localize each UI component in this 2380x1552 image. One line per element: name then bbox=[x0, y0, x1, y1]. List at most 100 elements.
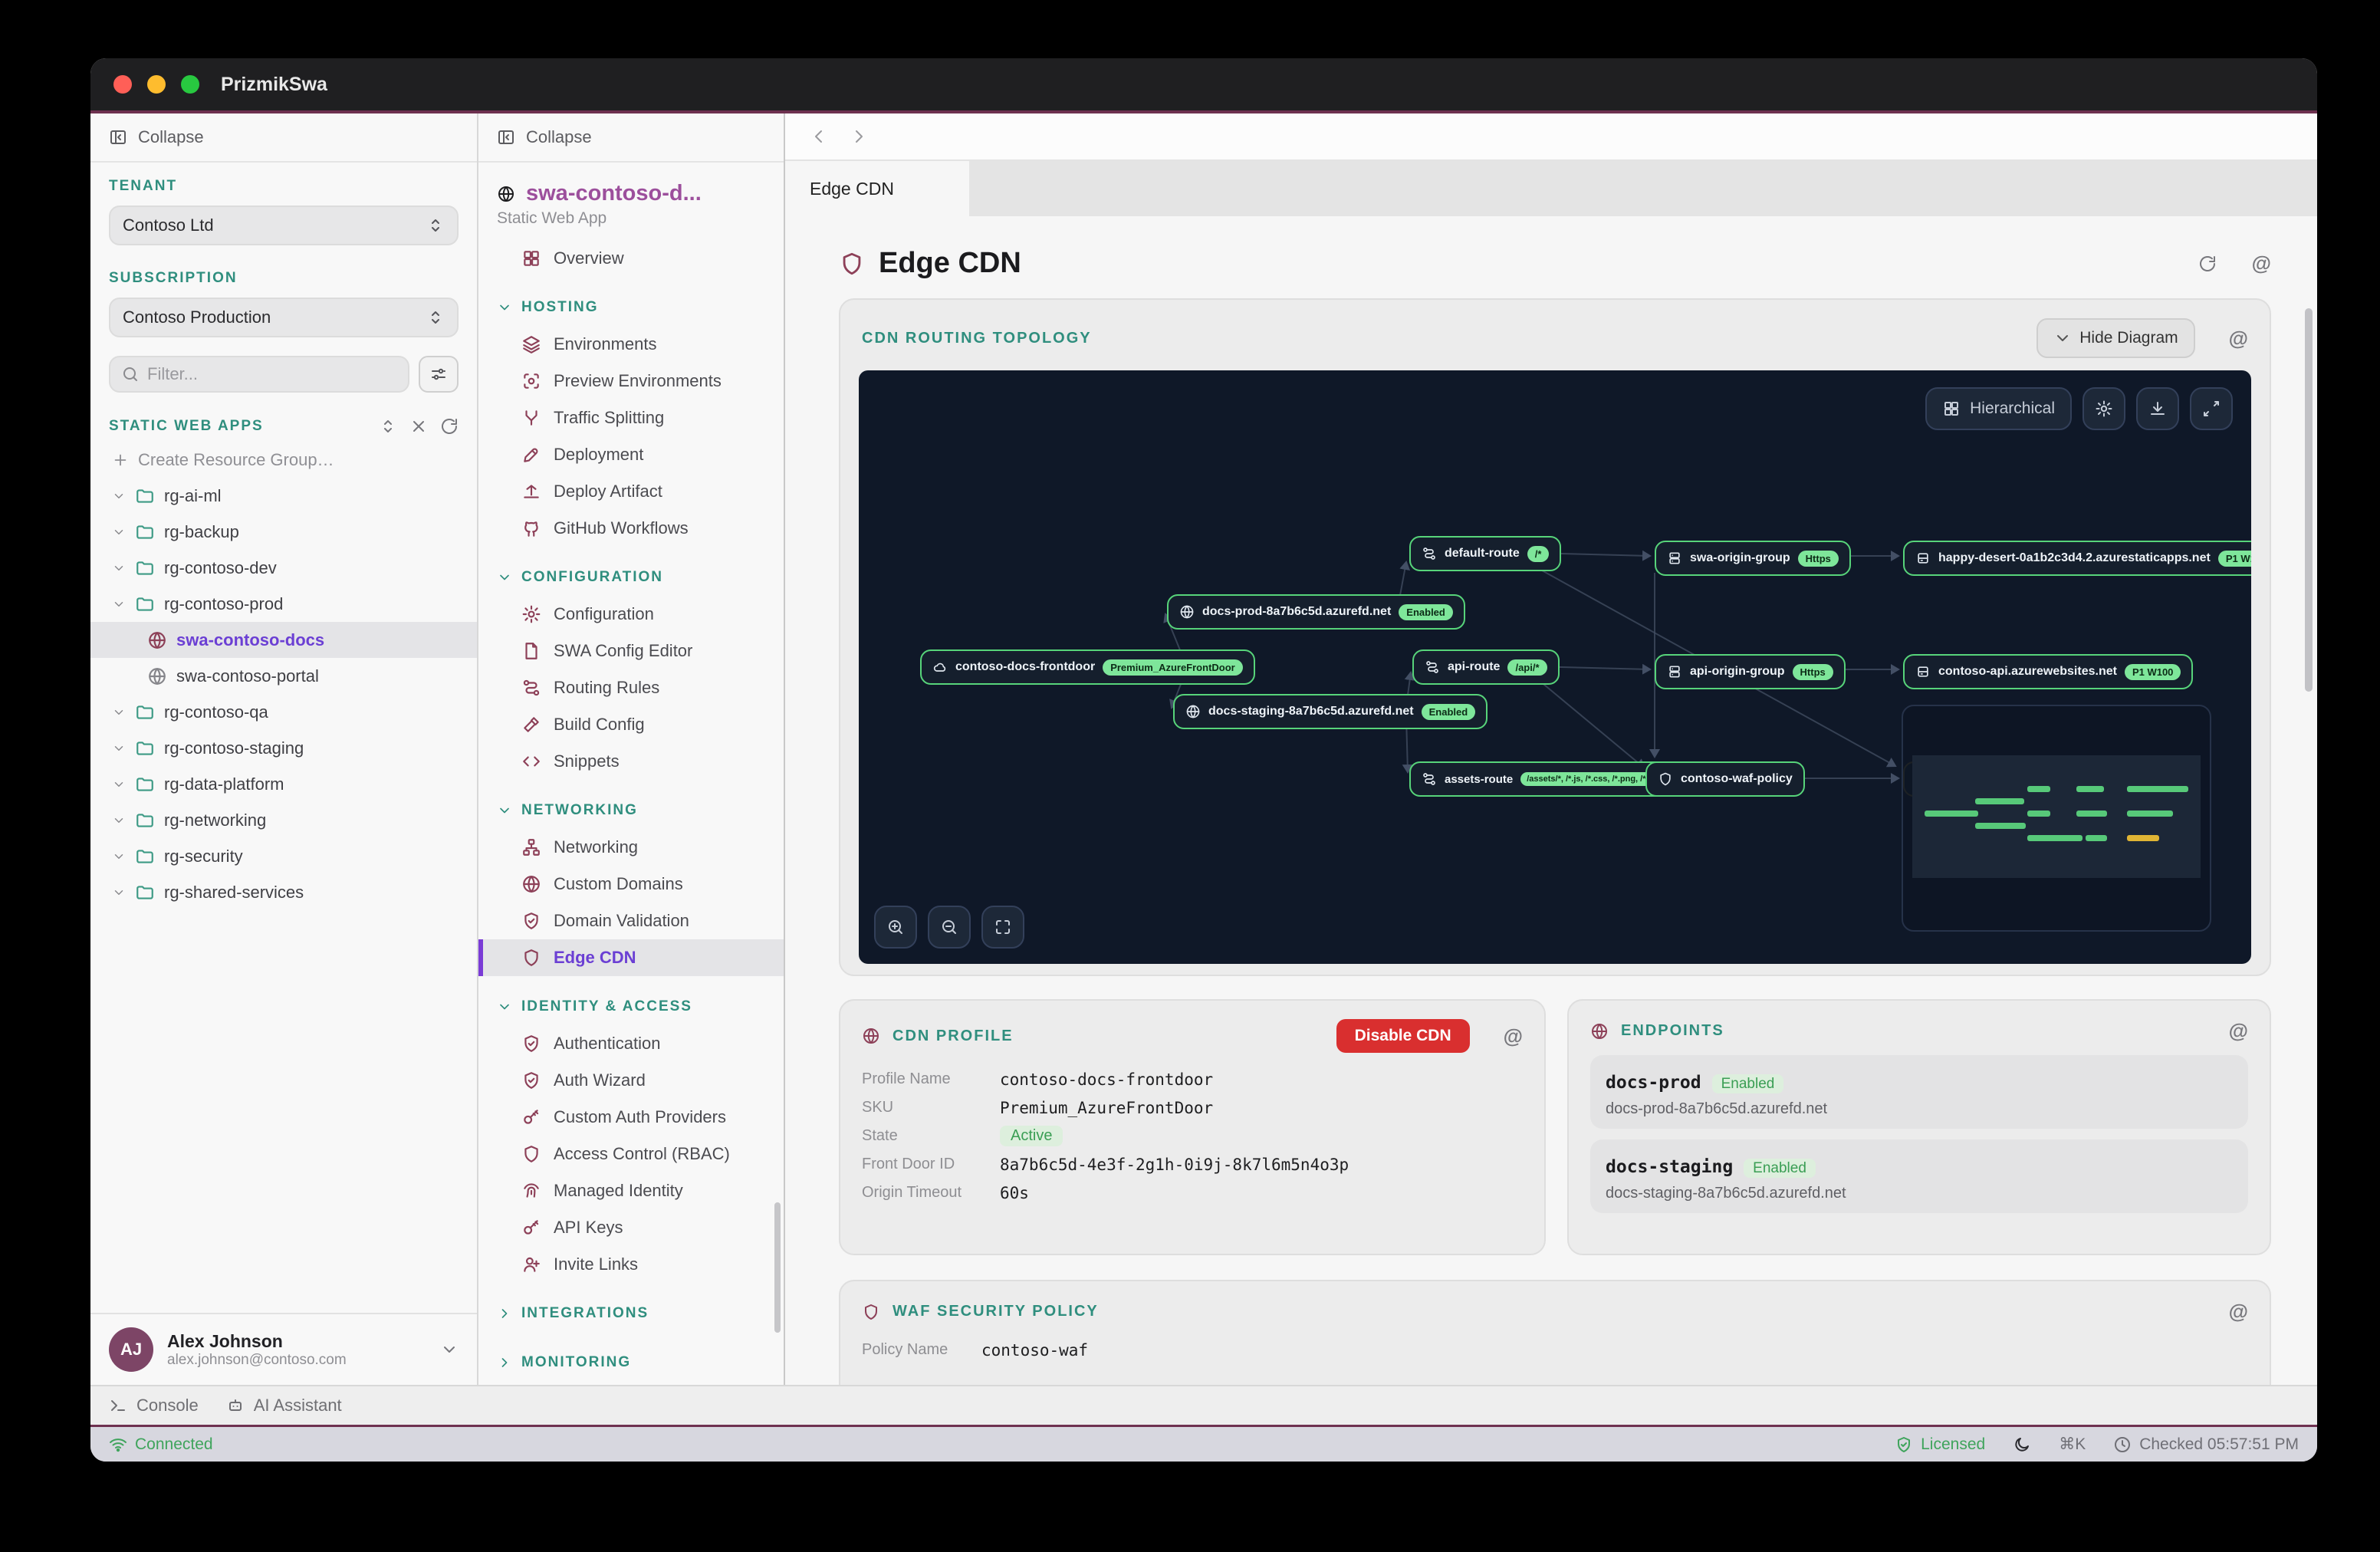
tab-edge-cdn[interactable]: Edge CDN bbox=[785, 161, 969, 216]
tree-group-rg-ai-ml[interactable]: rg-ai-ml bbox=[90, 478, 477, 514]
subscription-select[interactable]: Contoso Production bbox=[109, 298, 459, 337]
tree-group-rg-networking[interactable]: rg-networking bbox=[90, 802, 477, 838]
file-icon bbox=[521, 641, 541, 661]
nav-item-deployment[interactable]: Deployment bbox=[478, 436, 784, 473]
topology-node-docs-staging-8a7b6c5d.azurefd.net[interactable]: docs-staging-8a7b6c5d.azurefd.net Enabled bbox=[1173, 694, 1488, 729]
nav-item-edge-cdn[interactable]: Edge CDN bbox=[478, 939, 784, 976]
refresh-tree-button[interactable] bbox=[440, 417, 459, 436]
topology-canvas[interactable]: Hierarchical bbox=[859, 370, 2251, 964]
nav-item-domain-validation[interactable]: Domain Validation bbox=[478, 903, 784, 939]
mention-button[interactable]: @ bbox=[2228, 1019, 2248, 1042]
nav-item-deploy-artifact[interactable]: Deploy Artifact bbox=[478, 473, 784, 510]
diagram-settings-button[interactable] bbox=[2082, 387, 2125, 430]
mention-button[interactable]: @ bbox=[2228, 326, 2248, 350]
nav-item-build-config[interactable]: Build Config bbox=[478, 706, 784, 743]
tree-group-rg-contoso-staging[interactable]: rg-contoso-staging bbox=[90, 730, 477, 766]
nav-scrollbar[interactable] bbox=[774, 1202, 781, 1333]
topology-node-contoso-docs-frontdoor[interactable]: contoso-docs-frontdoor Premium_AzureFront… bbox=[920, 649, 1255, 685]
nav-item-access-control-rbac-[interactable]: Access Control (RBAC) bbox=[478, 1136, 784, 1172]
back-button[interactable] bbox=[810, 127, 828, 146]
fit-view-button[interactable] bbox=[981, 906, 1024, 949]
nav-section-configuration[interactable]: CONFIGURATION bbox=[478, 559, 784, 596]
nav-section-identity-access[interactable]: IDENTITY & ACCESS bbox=[478, 988, 784, 1025]
minimap[interactable] bbox=[1902, 705, 2211, 932]
command-palette-shortcut[interactable]: ⌘K bbox=[2059, 1435, 2086, 1453]
topology-node-assets-route[interactable]: assets-route/assets/*, /*.js, /*.css, /*… bbox=[1409, 761, 1681, 797]
nav-item-managed-identity[interactable]: Managed Identity bbox=[478, 1172, 784, 1209]
endpoint-item-docs-prod[interactable]: docs-prod Enabled docs-prod-8a7b6c5d.azure… bbox=[1590, 1055, 2248, 1129]
tree-app-swa-contoso-portal[interactable]: swa-contoso-portal bbox=[90, 658, 477, 694]
fullscreen-button[interactable] bbox=[2190, 387, 2233, 430]
tree-app-swa-contoso-docs[interactable]: swa-contoso-docs bbox=[90, 622, 477, 658]
zoom-in-button[interactable] bbox=[874, 906, 917, 949]
tree-group-rg-contoso-prod[interactable]: rg-contoso-prod bbox=[90, 586, 477, 622]
nav-item-github-workflows[interactable]: GitHub Workflows bbox=[478, 510, 784, 547]
nav-section-hosting[interactable]: HOSTING bbox=[478, 289, 784, 326]
user-menu[interactable]: AJ Alex Johnson alex.johnson@contoso.com bbox=[90, 1313, 477, 1385]
forward-button[interactable] bbox=[850, 127, 868, 146]
mention-button[interactable]: @ bbox=[2228, 1300, 2248, 1323]
nav-item-authentication[interactable]: Authentication bbox=[478, 1025, 784, 1062]
resource-sidebar-collapse-button[interactable]: Collapse bbox=[90, 113, 477, 163]
nav-item-configuration[interactable]: Configuration bbox=[478, 596, 784, 633]
tree-group-rg-contoso-qa[interactable]: rg-contoso-qa bbox=[90, 694, 477, 730]
hide-diagram-button[interactable]: Hide Diagram bbox=[2036, 318, 2195, 358]
tree-group-rg-shared-services[interactable]: rg-shared-services bbox=[90, 874, 477, 910]
node-badge: Https bbox=[1797, 550, 1839, 567]
disable-cdn-button[interactable]: Disable CDN bbox=[1336, 1019, 1470, 1053]
topology-node-happy-desert-0a1b2c3d4.2.azurestaticapps.net[interactable]: happy-desert-0a1b2c3d4.2.azurestaticapps… bbox=[1903, 541, 2251, 576]
content-scrollbar[interactable] bbox=[2305, 308, 2313, 692]
zoom-window-button[interactable] bbox=[181, 75, 199, 94]
nav-item-environments[interactable]: Environments bbox=[478, 326, 784, 363]
mention-button[interactable]: @ bbox=[2251, 252, 2271, 275]
layout-mode-button[interactable]: Hierarchical bbox=[1925, 387, 2072, 430]
ai-assistant-button[interactable]: AI Assistant bbox=[226, 1396, 342, 1416]
topology-node-default-route[interactable]: default-route/* bbox=[1409, 536, 1562, 571]
filter-input[interactable]: Filter... bbox=[109, 356, 409, 393]
tenant-select[interactable]: Contoso Ltd bbox=[109, 206, 459, 245]
tree-group-rg-data-platform[interactable]: rg-data-platform bbox=[90, 766, 477, 802]
filter-options-button[interactable] bbox=[419, 356, 459, 393]
tree-group-rg-security[interactable]: rg-security bbox=[90, 838, 477, 874]
nav-section-monitoring[interactable]: MONITORING bbox=[478, 1344, 784, 1381]
nav-section-integrations[interactable]: INTEGRATIONS bbox=[478, 1295, 784, 1332]
download-diagram-button[interactable] bbox=[2136, 387, 2179, 430]
nav-item-traffic-splitting[interactable]: Traffic Splitting bbox=[478, 400, 784, 436]
nav-item-networking[interactable]: Networking bbox=[478, 829, 784, 866]
close-window-button[interactable] bbox=[113, 75, 132, 94]
create-resource-group-button[interactable]: Create Resource Group… bbox=[90, 442, 477, 478]
profile-field-value: contoso-docs-frontdoor bbox=[1000, 1070, 1214, 1089]
nav-item-custom-auth-providers[interactable]: Custom Auth Providers bbox=[478, 1099, 784, 1136]
tree-icon bbox=[521, 837, 541, 857]
mention-button[interactable]: @ bbox=[1503, 1024, 1523, 1047]
nav-item-api-keys[interactable]: API Keys bbox=[478, 1209, 784, 1246]
topology-node-docs-prod-8a7b6c5d.azurefd.net[interactable]: docs-prod-8a7b6c5d.azurefd.net Enabled bbox=[1167, 594, 1465, 630]
nav-section-networking[interactable]: NETWORKING bbox=[478, 792, 784, 829]
topology-node-api-origin-group[interactable]: api-origin-group Https bbox=[1655, 654, 1846, 689]
tree-group-rg-backup[interactable]: rg-backup bbox=[90, 514, 477, 550]
nav-item-preview-environments[interactable]: Preview Environments bbox=[478, 363, 784, 400]
tree-group-rg-contoso-dev[interactable]: rg-contoso-dev bbox=[90, 550, 477, 586]
topology-node-contoso-waf-policy[interactable]: contoso-waf-policy bbox=[1645, 761, 1805, 797]
nav-item-custom-domains[interactable]: Custom Domains bbox=[478, 866, 784, 903]
nav-sidebar-collapse-button[interactable]: Collapse bbox=[478, 113, 784, 163]
nav-item-swa-config-editor[interactable]: SWA Config Editor bbox=[478, 633, 784, 669]
minimize-window-button[interactable] bbox=[147, 75, 166, 94]
topology-node-api-route[interactable]: api-route/api/* bbox=[1412, 649, 1560, 685]
expand-all-button[interactable] bbox=[379, 417, 397, 436]
topology-node-swa-origin-group[interactable]: swa-origin-group Https bbox=[1655, 541, 1851, 576]
refresh-page-button[interactable] bbox=[2198, 255, 2217, 273]
zoom-out-button[interactable] bbox=[928, 906, 971, 949]
nav-item-overview[interactable]: Overview bbox=[478, 240, 784, 277]
nav-item-snippets[interactable]: Snippets bbox=[478, 743, 784, 780]
key-icon bbox=[521, 1218, 541, 1238]
nav-item-routing-rules[interactable]: Routing Rules bbox=[478, 669, 784, 706]
collapse-all-button[interactable] bbox=[409, 417, 428, 436]
topology-node-contoso-api.azurewebsites.net[interactable]: contoso-api.azurewebsites.net P1 W100 bbox=[1903, 654, 2194, 689]
node-badge: P1 W100 bbox=[2217, 550, 2251, 567]
console-button[interactable]: Console bbox=[109, 1396, 199, 1416]
nav-item-invite-links[interactable]: Invite Links bbox=[478, 1246, 784, 1283]
nav-item-auth-wizard[interactable]: Auth Wizard bbox=[478, 1062, 784, 1099]
endpoint-item-docs-staging[interactable]: docs-staging Enabled docs-staging-8a7b6c5d… bbox=[1590, 1139, 2248, 1213]
theme-toggle[interactable] bbox=[2013, 1435, 2031, 1454]
